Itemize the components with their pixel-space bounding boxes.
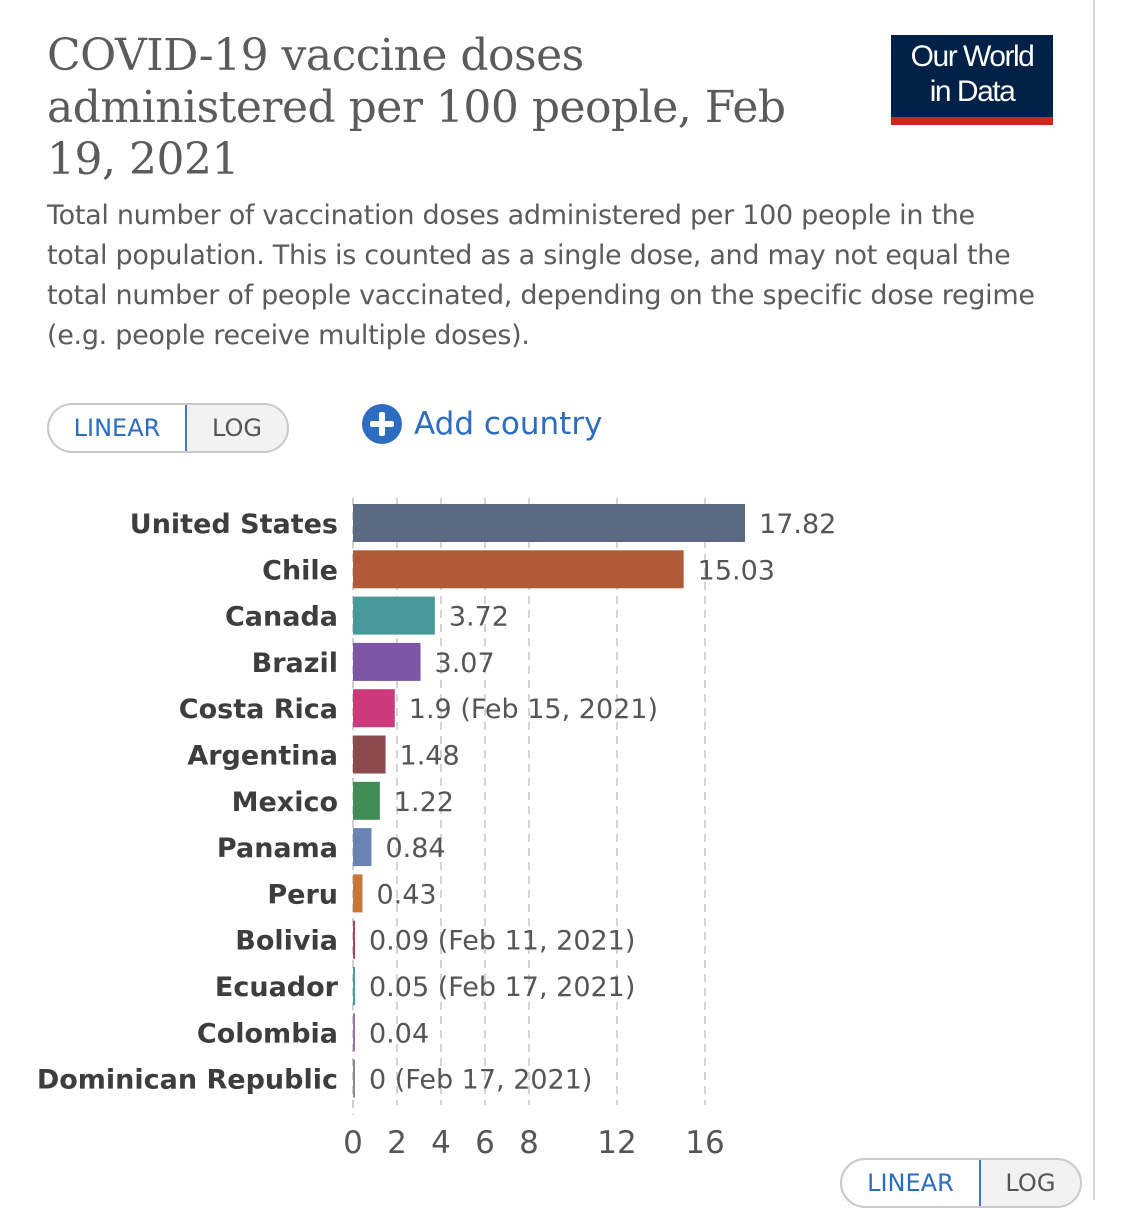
logo-accent-bar	[891, 117, 1053, 125]
linear-scale-button[interactable]: LINEAR	[49, 405, 187, 451]
bar	[353, 781, 380, 820]
category-label: United States	[130, 509, 338, 540]
add-country-label: Add country	[414, 406, 603, 442]
bar	[353, 642, 421, 681]
x-tick-label: 2	[387, 1125, 407, 1161]
value-label: 3.72	[449, 602, 509, 633]
log-scale-button-bottom[interactable]: LOG	[1005, 1169, 1056, 1197]
value-label: 1.9 (Feb 15, 2021)	[409, 694, 658, 725]
chart-subtitle: Total number of vaccination doses admini…	[47, 200, 1035, 351]
category-label: Dominican Republic	[37, 1065, 338, 1096]
our-world-in-data-logo[interactable]: Our World in Data	[891, 35, 1053, 125]
category-label: Colombia	[197, 1018, 338, 1049]
value-label: 3.07	[435, 648, 495, 679]
value-label: 0.05 (Feb 17, 2021)	[369, 972, 635, 1003]
bar	[353, 874, 363, 913]
x-tick-label: 0	[343, 1125, 363, 1161]
x-tick-label: 16	[685, 1125, 724, 1161]
bar	[353, 1013, 355, 1052]
add-country-button[interactable]: Add country	[362, 402, 602, 446]
bar	[353, 689, 395, 728]
x-tick-label: 4	[431, 1125, 451, 1161]
scale-toggle-bottom: LINEAR LOG	[840, 1158, 1082, 1208]
plus-circle-icon	[362, 404, 402, 444]
x-tick-label: 6	[475, 1125, 495, 1161]
category-label: Peru	[267, 879, 338, 910]
category-label: Chile	[262, 555, 338, 586]
linear-scale-button-bottom[interactable]: LINEAR	[842, 1160, 981, 1206]
value-label: 15.03	[698, 555, 775, 586]
scale-toggle-top: LINEAR LOG	[47, 403, 289, 453]
value-label: 0.09 (Feb 11, 2021)	[369, 926, 635, 957]
category-label: Bolivia	[235, 926, 338, 957]
category-label: Canada	[225, 602, 338, 633]
log-scale-button[interactable]: LOG	[211, 414, 262, 442]
value-label: 1.48	[400, 741, 460, 772]
category-label: Mexico	[232, 787, 338, 818]
x-tick-label: 12	[597, 1125, 636, 1161]
value-label: 0.84	[385, 833, 445, 864]
bar	[353, 735, 386, 774]
value-label: 0.43	[376, 879, 436, 910]
logo-text-line-2: in Data	[929, 75, 1016, 108]
logo-text-line-1: Our World	[910, 40, 1035, 73]
category-label: Costa Rica	[179, 694, 338, 725]
value-label: 17.82	[759, 509, 836, 540]
category-label: Ecuador	[215, 972, 339, 1003]
bar	[353, 828, 372, 867]
bar	[353, 596, 435, 635]
category-label: Argentina	[187, 741, 338, 772]
value-label: 0 (Feb 17, 2021)	[369, 1065, 592, 1096]
category-label: Brazil	[252, 648, 338, 679]
bar	[353, 504, 746, 542]
bar-chart: United States 17.82 Chile 15.03 Canada 3.72 Br…	[37, 498, 836, 1161]
bar	[353, 1059, 355, 1098]
category-label: Panama	[217, 833, 338, 864]
panel-right-border	[1093, 0, 1095, 1200]
bar	[353, 920, 355, 959]
bar	[353, 967, 355, 1005]
bar	[353, 550, 684, 589]
x-tick-label: 8	[519, 1125, 539, 1161]
chart-title: COVID-19 vaccine doses administered per …	[47, 30, 786, 185]
value-label: 1.22	[394, 787, 454, 818]
value-label: 0.04	[369, 1018, 429, 1049]
